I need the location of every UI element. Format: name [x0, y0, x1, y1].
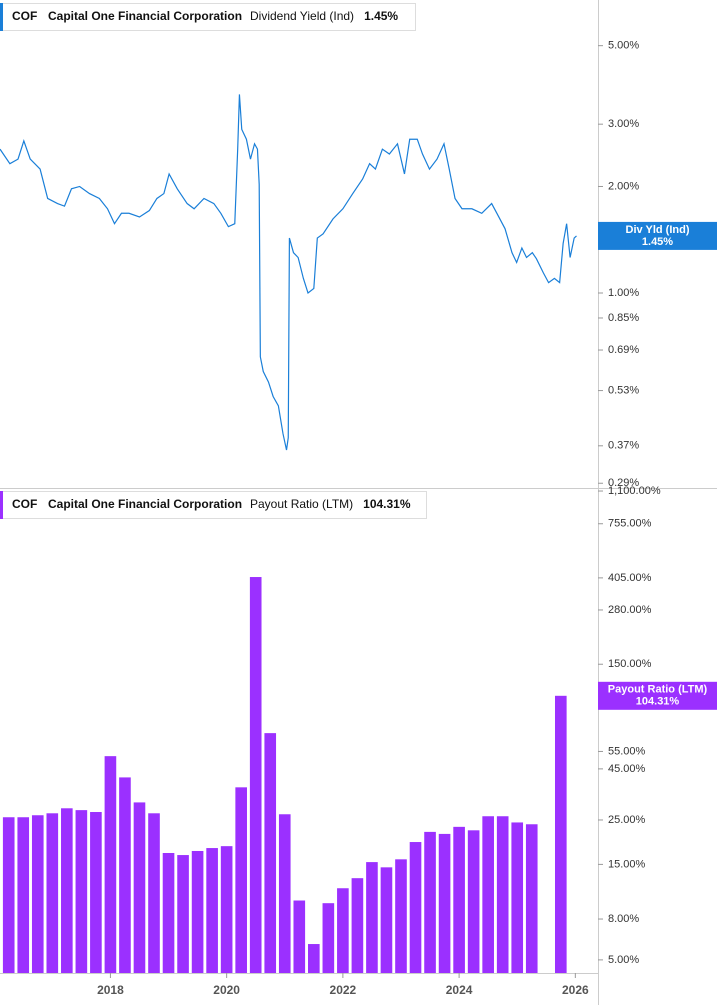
bar [467, 830, 480, 973]
panel: 1,100.00% 755.00% 405.00% 280.00% 150.00% 55.… [0, 485, 717, 997]
bar [511, 822, 524, 973]
legend-value: 1.45% [364, 9, 398, 23]
last-value-badge [598, 221, 717, 250]
badge-label: Div Yld (Ind) [626, 224, 690, 236]
y-tick-label: 0.53% [608, 384, 639, 396]
y-tick-label: 1,100.00% [608, 485, 661, 497]
dividend-yield-line [0, 94, 577, 451]
badge-value: 104.31% [636, 696, 680, 708]
badge-label: Payout Ratio (LTM) [608, 684, 708, 696]
bar [191, 850, 204, 973]
bar [220, 846, 233, 973]
bar [482, 816, 494, 973]
y-tick-label: 150.00% [608, 658, 652, 670]
bar [61, 808, 73, 973]
bar [293, 900, 306, 973]
y-tick-label: 1.00% [608, 287, 639, 299]
bar [177, 855, 189, 973]
bar [162, 852, 175, 973]
y-tick-label: 55.00% [608, 745, 646, 757]
bar [438, 833, 451, 973]
y-tick-label: 280.00% [608, 604, 652, 616]
bar [322, 903, 335, 973]
bar [554, 695, 567, 973]
bar [235, 787, 247, 973]
bar [278, 814, 291, 973]
legend-company: Capital One Financial Corporation [48, 9, 242, 23]
bar [31, 815, 44, 973]
y-tick-label: 5.00% [608, 954, 639, 966]
y-tick-label: 15.00% [608, 858, 646, 870]
bar [264, 733, 277, 973]
legend-series: Payout Ratio (LTM) [250, 497, 353, 511]
y-tick-label: 25.00% [608, 814, 646, 826]
y-tick-label: 0.37% [608, 440, 639, 452]
y-tick-label: 0.29% [608, 477, 639, 489]
bar [308, 944, 320, 973]
x-tick-label: 2020 [213, 983, 240, 997]
x-tick-label: 2018 [97, 983, 124, 997]
y-tick-label: 45.00% [608, 763, 646, 775]
bar [104, 756, 117, 973]
bar [351, 878, 364, 973]
legend-value: 104.31% [363, 497, 411, 511]
x-tick-label: 2024 [446, 983, 473, 997]
bar [424, 831, 436, 973]
y-tick-label: 405.00% [608, 572, 652, 584]
legend-swatch [0, 491, 3, 519]
badge-value: 1.45% [642, 236, 673, 248]
y-tick-label: 2.00% [608, 180, 639, 192]
y-tick-label: 0.85% [608, 312, 639, 324]
bar [525, 824, 538, 973]
y-tick-label: 755.00% [608, 518, 652, 530]
bar [75, 810, 88, 973]
bar [119, 777, 131, 973]
bar [206, 848, 218, 973]
bar [17, 817, 30, 973]
bar [496, 816, 509, 973]
panel: 5.00% 3.00% 2.00% 1.00% 0.85% 0.69% 0.53% 0.37%… [0, 3, 717, 489]
legend-swatch [0, 3, 3, 31]
legend-box [0, 491, 427, 519]
legend-ticker: COF [12, 497, 37, 511]
bar [337, 888, 349, 973]
y-tick-label: 5.00% [608, 40, 639, 52]
y-tick-label: 3.00% [608, 118, 639, 130]
x-tick-label: 2026 [562, 983, 589, 997]
x-tick-label: 2022 [330, 983, 357, 997]
bar [133, 802, 146, 973]
bar [249, 577, 262, 973]
bar [453, 826, 465, 973]
bar [90, 812, 102, 973]
legend-series: Dividend Yield (Ind) [250, 9, 354, 23]
bar [148, 813, 160, 973]
legend-ticker: COF [12, 9, 37, 23]
bar [409, 842, 422, 973]
legend-company: Capital One Financial Corporation [48, 497, 242, 511]
bar [380, 867, 393, 973]
bar [2, 817, 15, 973]
last-value-badge [598, 681, 717, 710]
bar [395, 859, 407, 973]
bar [46, 813, 59, 973]
y-tick-label: 0.69% [608, 344, 639, 356]
bar [366, 862, 378, 973]
y-tick-label: 8.00% [608, 913, 639, 925]
legend-box [0, 3, 416, 31]
